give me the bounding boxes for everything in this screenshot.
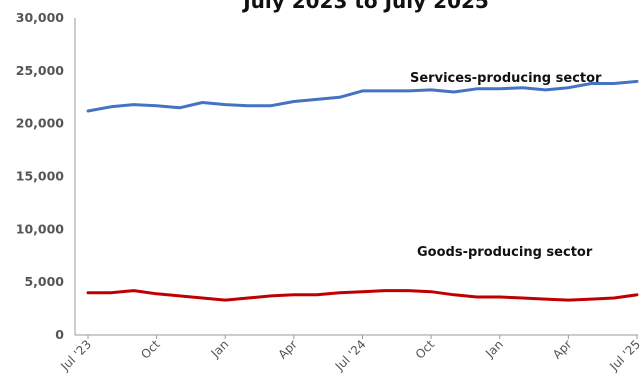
x-tick-label: Oct — [413, 337, 438, 362]
series-label-services: Services-producing sector — [410, 71, 602, 86]
x-tick-label: Apr — [550, 337, 575, 362]
x-tick-label: Jul '25 — [606, 337, 642, 374]
y-axis-ticks: 0 5,000 10,000 15,000 20,000 25,000 30,000 — [16, 10, 65, 342]
x-tick-label: Jul '24 — [332, 337, 369, 374]
x-tick-label: Jan — [208, 337, 232, 361]
x-tick-label: Jan — [482, 337, 506, 361]
x-tick-label: Jul '23 — [57, 337, 94, 374]
series-lines — [86, 79, 639, 302]
services-series-line — [86, 79, 639, 113]
x-tick-label: Oct — [138, 337, 163, 362]
y-tick-label: 15,000 — [16, 169, 65, 184]
goods-series-line — [86, 289, 639, 302]
series-label-goods: Goods-producing sector — [417, 245, 593, 260]
y-tick-label: 5,000 — [24, 274, 64, 289]
y-tick-label: 25,000 — [16, 63, 65, 78]
y-tick-label: 30,000 — [16, 10, 65, 25]
chart-title: July 2023 to July 2025 — [241, 0, 489, 13]
y-tick-label: 20,000 — [16, 116, 65, 131]
y-tick-label: 10,000 — [16, 221, 65, 236]
x-axis-ticks: Jul '23 Oct Jan Apr Jul '24 Oct Jan Apr Jul '25 — [57, 335, 642, 374]
y-tick-label: 0 — [55, 327, 64, 342]
x-tick-label: Apr — [275, 337, 300, 362]
